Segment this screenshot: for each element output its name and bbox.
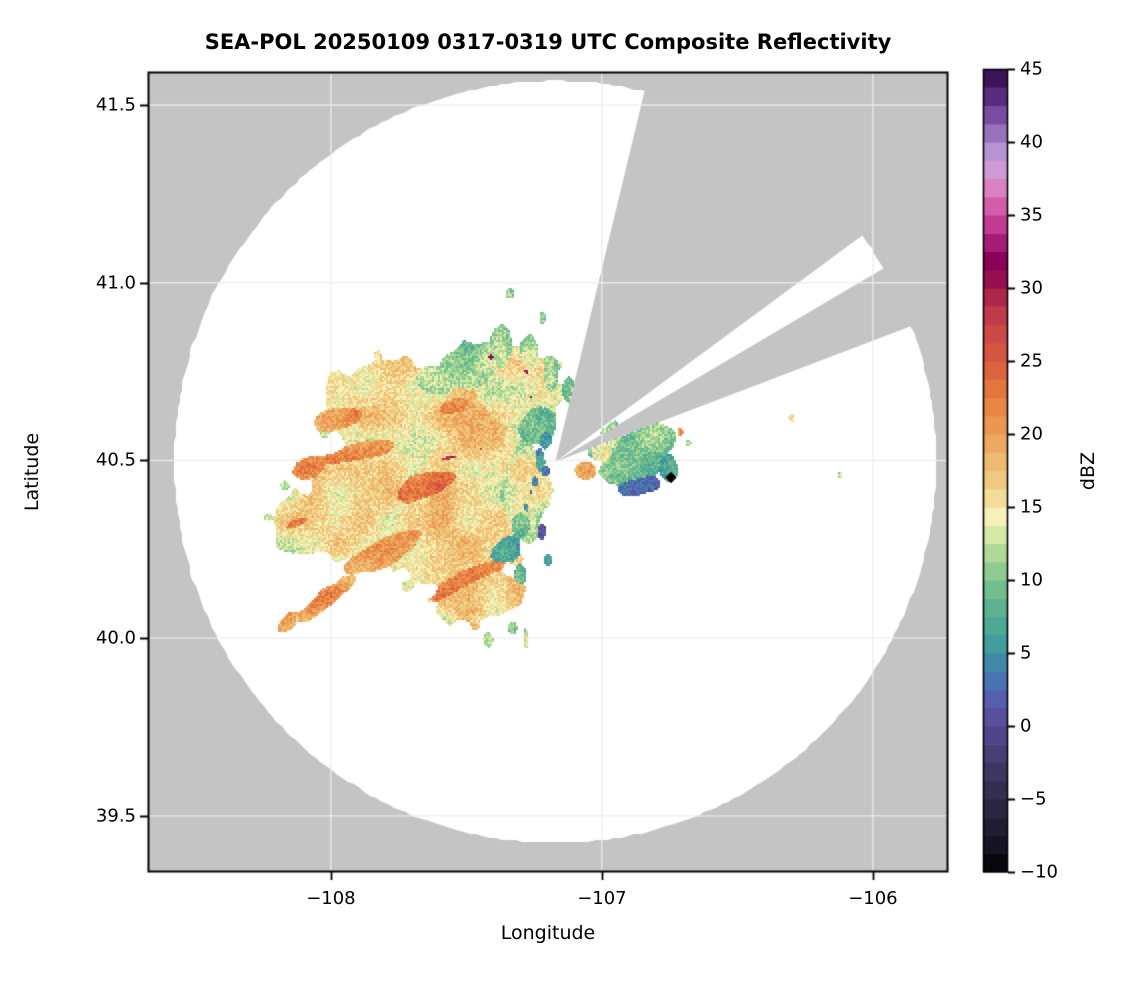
colorbar-tick-label: 35	[1020, 204, 1043, 226]
y-tick-label: 41.5	[95, 94, 136, 116]
page-title: SEA-POL 20250109 0317-0319 UTC Composite…	[204, 30, 892, 54]
colorbar-tick-label: 0	[1020, 715, 1032, 737]
y-tick-label: 40.5	[95, 449, 136, 471]
x-axis-label: Longitude	[500, 922, 596, 944]
x-tick-label: −108	[306, 888, 356, 909]
colorbar-tick-label: 20	[1020, 423, 1043, 445]
colorbar-tick-label: −10	[1020, 861, 1058, 883]
colorbar-tick-label: 10	[1020, 569, 1043, 591]
colorbar-tick-label: 25	[1020, 350, 1043, 372]
colorbar-tick-label: −5	[1020, 788, 1047, 810]
y-tick-label: 40.0	[95, 627, 136, 649]
y-axis-label: Latitude	[21, 432, 43, 512]
colorbar-tick-label: 5	[1020, 642, 1032, 664]
y-tick-label: 41.0	[95, 272, 136, 294]
colorbar-tick-label: 30	[1020, 277, 1043, 299]
colorbar-tick-label: 45	[1020, 58, 1043, 80]
colorbar-tick-label: 40	[1020, 131, 1043, 153]
y-tick-label: 39.5	[95, 805, 136, 827]
colorbar-tick-label: 15	[1020, 496, 1043, 518]
x-tick-label: −107	[577, 888, 627, 909]
colorbar-axis-label: dBZ	[1077, 451, 1099, 490]
x-tick-label: −106	[848, 888, 898, 909]
